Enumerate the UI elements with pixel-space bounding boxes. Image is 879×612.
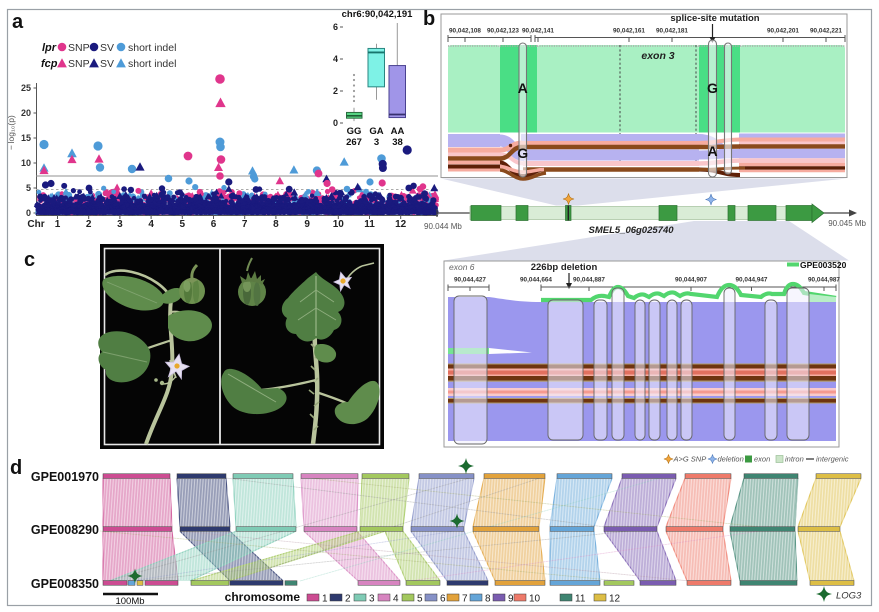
svg-text:short indel: short indel bbox=[128, 42, 176, 54]
svg-text:100Mb: 100Mb bbox=[115, 596, 144, 607]
svg-text:0: 0 bbox=[26, 208, 31, 218]
svg-text:3: 3 bbox=[117, 219, 123, 230]
svg-text:exon: exon bbox=[754, 455, 770, 464]
svg-text:10: 10 bbox=[21, 158, 31, 168]
svg-text:90,042,221: 90,042,221 bbox=[810, 28, 842, 35]
svg-text:A: A bbox=[707, 143, 717, 159]
svg-text:12: 12 bbox=[609, 594, 621, 605]
svg-text:intron: intron bbox=[785, 455, 804, 464]
svg-text:9: 9 bbox=[304, 219, 310, 230]
svg-text:25: 25 bbox=[21, 83, 31, 93]
svg-text:AA: AA bbox=[391, 126, 405, 137]
svg-text:4: 4 bbox=[333, 54, 338, 64]
svg-text:90,044,987: 90,044,987 bbox=[808, 277, 840, 284]
svg-text:11: 11 bbox=[575, 594, 586, 605]
svg-text:2: 2 bbox=[345, 594, 351, 605]
svg-text:G: G bbox=[517, 145, 528, 161]
svg-text:GPE003520: GPE003520 bbox=[800, 260, 847, 270]
svg-text:a: a bbox=[12, 11, 24, 33]
svg-text:4: 4 bbox=[393, 594, 399, 605]
svg-text:90.045 Mb: 90.045 Mb bbox=[828, 219, 866, 228]
svg-text:7: 7 bbox=[242, 219, 248, 230]
svg-text:5: 5 bbox=[26, 183, 31, 193]
svg-text:1: 1 bbox=[55, 219, 61, 230]
svg-text:fcp: fcp bbox=[41, 58, 58, 70]
svg-text:chromosome: chromosome bbox=[225, 590, 301, 604]
svg-text:intergenic: intergenic bbox=[816, 455, 849, 464]
svg-text:exon 3: exon 3 bbox=[641, 50, 674, 62]
svg-text:38: 38 bbox=[392, 137, 403, 148]
svg-text:10: 10 bbox=[529, 594, 541, 605]
svg-text:GG: GG bbox=[347, 126, 362, 137]
svg-text:267: 267 bbox=[346, 137, 362, 148]
svg-text:chr6:90,042,191: chr6:90,042,191 bbox=[342, 9, 413, 20]
svg-text:6: 6 bbox=[333, 22, 338, 32]
svg-text:226bp deletion: 226bp deletion bbox=[531, 262, 598, 273]
svg-text:10: 10 bbox=[333, 219, 345, 230]
svg-text:2: 2 bbox=[333, 86, 338, 96]
svg-text:4: 4 bbox=[148, 219, 154, 230]
svg-text:SNP: SNP bbox=[68, 42, 90, 54]
svg-text:15: 15 bbox=[21, 133, 31, 143]
svg-text:90,044,664: 90,044,664 bbox=[520, 277, 552, 284]
svg-text:b: b bbox=[423, 8, 435, 30]
svg-text:90,042,141: 90,042,141 bbox=[522, 28, 554, 35]
svg-text:d: d bbox=[10, 457, 22, 479]
svg-text:6: 6 bbox=[211, 219, 217, 230]
svg-text:12: 12 bbox=[395, 219, 407, 230]
svg-text:deletion: deletion bbox=[718, 455, 744, 464]
svg-text:8: 8 bbox=[485, 594, 491, 605]
svg-text:3: 3 bbox=[369, 594, 375, 605]
svg-text:GPE008290: GPE008290 bbox=[31, 523, 99, 537]
svg-text:9: 9 bbox=[508, 594, 514, 605]
svg-text:90,042,161: 90,042,161 bbox=[613, 28, 645, 35]
svg-text:SNP: SNP bbox=[68, 58, 90, 70]
svg-text:splice-site mutation: splice-site mutation bbox=[670, 13, 759, 24]
svg-text:90,042,201: 90,042,201 bbox=[767, 28, 799, 35]
svg-text:exon 6: exon 6 bbox=[449, 262, 475, 272]
svg-text:90,044,947: 90,044,947 bbox=[736, 277, 768, 284]
svg-text:11: 11 bbox=[364, 219, 375, 230]
svg-text:90,042,181: 90,042,181 bbox=[656, 28, 688, 35]
svg-text:GPE001970: GPE001970 bbox=[31, 470, 99, 484]
svg-text:GPE008350: GPE008350 bbox=[31, 577, 99, 591]
svg-text:1: 1 bbox=[322, 594, 328, 605]
svg-text:SV: SV bbox=[100, 58, 114, 70]
svg-text:90,044,427: 90,044,427 bbox=[454, 277, 486, 284]
svg-text:Chr: Chr bbox=[27, 219, 44, 230]
svg-text:c: c bbox=[24, 249, 35, 271]
svg-text:0: 0 bbox=[333, 118, 338, 128]
svg-text:3: 3 bbox=[374, 137, 379, 148]
svg-text:A>G SNP: A>G SNP bbox=[673, 455, 707, 464]
svg-text:lpr: lpr bbox=[42, 42, 57, 54]
svg-text:90,042,108: 90,042,108 bbox=[449, 28, 481, 35]
svg-text:7: 7 bbox=[462, 594, 468, 605]
svg-text:short indel: short indel bbox=[128, 58, 176, 70]
svg-text:90,044,907: 90,044,907 bbox=[675, 277, 707, 284]
svg-text:90,044,887: 90,044,887 bbox=[573, 277, 605, 284]
svg-text:G: G bbox=[707, 80, 718, 96]
svg-text:90.044 Mb: 90.044 Mb bbox=[424, 222, 462, 231]
svg-text:6: 6 bbox=[440, 594, 446, 605]
svg-text:2: 2 bbox=[86, 219, 92, 230]
svg-text:SV: SV bbox=[100, 42, 114, 54]
svg-text:SMEL5_06g025740: SMEL5_06g025740 bbox=[588, 225, 674, 236]
svg-text:A: A bbox=[518, 80, 528, 96]
svg-text:5: 5 bbox=[417, 594, 423, 605]
svg-text:GA: GA bbox=[369, 126, 383, 137]
svg-text:− log₁₀(p): − log₁₀(p) bbox=[6, 115, 16, 150]
svg-text:5: 5 bbox=[180, 219, 186, 230]
svg-text:20: 20 bbox=[21, 108, 31, 118]
svg-text:LOG3: LOG3 bbox=[836, 591, 862, 602]
svg-text:90,042,123: 90,042,123 bbox=[487, 28, 519, 35]
svg-text:8: 8 bbox=[273, 219, 279, 230]
